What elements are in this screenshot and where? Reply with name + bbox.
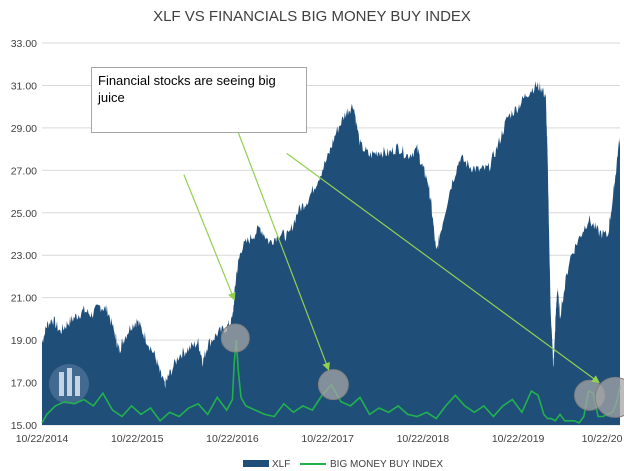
- y-tick-label-8: 31.00: [11, 80, 37, 92]
- highlight-circle-1: [317, 369, 349, 401]
- x-tick-label-6: 10/22/20: [582, 433, 623, 445]
- y-axis-ticks: 15.00 17.00 19.00 21.00 23.00 25.00 27.00 29.00…: [11, 38, 37, 432]
- y-tick-label-4: 23.00: [11, 250, 37, 262]
- chart-title: XLF VS FINANCIALS BIG MONEY BUY INDEX: [153, 8, 471, 25]
- legend-xlf-label: XLF: [272, 459, 290, 470]
- annotation-arrow-1: [237, 131, 330, 371]
- highlight-circles: [220, 323, 624, 418]
- highlight-circle-3: [594, 376, 624, 418]
- x-tick-label-2: 10/22/2016: [206, 433, 259, 445]
- annotation-arrow-2: [286, 152, 600, 384]
- legend-index-label: BIG MONEY BUY INDEX: [330, 459, 443, 470]
- y-tick-label-3: 21.00: [11, 293, 37, 305]
- x-tick-label-5: 10/22/2019: [492, 433, 545, 445]
- x-tick-label-3: 10/22/2017: [301, 433, 354, 445]
- y-tick-label-7: 29.00: [11, 123, 37, 135]
- y-tick-label-6: 27.00: [11, 165, 37, 177]
- annotation-arrows: [183, 131, 600, 384]
- x-tick-label-4: 10/22/2018: [397, 433, 450, 445]
- annotation-callout: Financial stocks are seeing big juice: [91, 67, 307, 133]
- watermark-logo: [49, 364, 89, 404]
- legend: XLF BIG MONEY BUY INDEX: [243, 459, 443, 470]
- y-tick-label-5: 25.00: [11, 208, 37, 220]
- highlight-circle-0: [220, 323, 250, 353]
- y-tick-label-2: 19.00: [11, 335, 37, 347]
- y-tick-label-9: 33.00: [11, 38, 37, 50]
- x-tick-label-0: 10/22/2014: [16, 433, 69, 445]
- x-tick-label-1: 10/22/2015: [111, 433, 164, 445]
- y-tick-label-1: 17.00: [11, 378, 37, 390]
- legend-xlf-swatch: [243, 460, 269, 467]
- big-money-index-line: [41, 340, 621, 424]
- xlf-area-series: [42, 81, 620, 425]
- y-tick-label-0: 15.00: [11, 420, 37, 432]
- x-axis-ticks: 10/22/2014 10/22/2015 10/22/2016 10/22/2017…: [16, 433, 623, 445]
- annotation-arrow-0: [183, 174, 236, 301]
